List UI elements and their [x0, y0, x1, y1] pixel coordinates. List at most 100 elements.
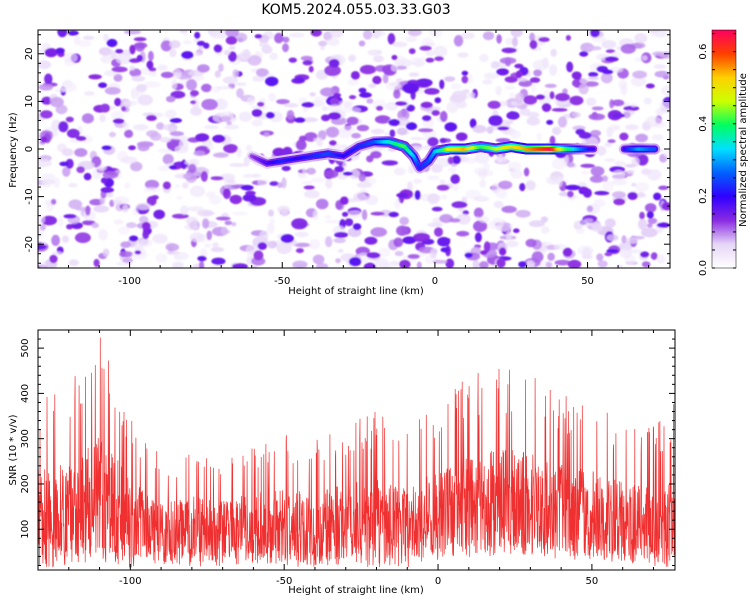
noise-blob — [606, 126, 613, 138]
noise-blob — [129, 65, 136, 71]
noise-blob — [329, 97, 340, 106]
noise-blob — [408, 72, 420, 77]
noise-blob — [309, 92, 316, 97]
noise-blob — [207, 143, 214, 151]
noise-blob — [663, 149, 670, 158]
noise-blob — [103, 33, 109, 42]
noise-blob — [644, 203, 657, 213]
noise-blob — [228, 45, 236, 51]
noise-blob — [206, 230, 213, 241]
noise-blob — [308, 239, 321, 250]
noise-blob — [325, 178, 333, 189]
noise-blob — [252, 75, 265, 82]
noise-blob — [604, 158, 616, 162]
noise-blob — [44, 73, 53, 85]
noise-blob — [614, 125, 621, 130]
noise-blob — [61, 148, 74, 157]
noise-blob — [580, 163, 595, 168]
noise-blob — [478, 169, 488, 179]
noise-blob — [578, 132, 592, 139]
noise-blob — [148, 50, 154, 62]
tick-label: 500 — [20, 339, 31, 358]
noise-blob — [396, 127, 408, 136]
noise-blob — [157, 64, 168, 71]
noise-blob — [529, 40, 538, 50]
noise-blob — [356, 124, 370, 132]
noise-blob — [528, 220, 546, 228]
noise-blob — [579, 78, 589, 84]
noise-blob — [370, 211, 385, 216]
noise-blob — [602, 175, 608, 182]
noise-blob — [225, 36, 238, 45]
noise-blob — [211, 257, 226, 265]
noise-blob — [546, 119, 554, 125]
noise-blob — [456, 230, 470, 237]
noise-blob — [434, 97, 442, 104]
noise-blob — [492, 217, 504, 229]
noise-blob — [650, 252, 658, 260]
noise-blob — [229, 194, 242, 205]
noise-blob — [631, 182, 637, 187]
noise-blob — [358, 40, 366, 47]
tick-label: 300 — [20, 429, 31, 448]
noise-blob — [628, 249, 643, 254]
noise-blob — [218, 63, 224, 72]
noise-blob — [210, 247, 225, 253]
noise-blob — [188, 163, 197, 174]
noise-blob — [436, 184, 450, 191]
noise-blob — [68, 199, 83, 210]
noise-blob — [83, 172, 92, 181]
noise-blob — [366, 252, 381, 259]
noise-blob — [661, 202, 670, 211]
noise-blob — [630, 76, 647, 87]
noise-blob — [526, 116, 540, 126]
noise-blob — [38, 244, 47, 250]
noise-blob — [55, 104, 68, 115]
noise-blob — [242, 193, 257, 202]
noise-blob — [445, 258, 455, 268]
noise-blob — [601, 40, 617, 49]
noise-blob — [389, 129, 396, 138]
noise-blob — [432, 259, 448, 264]
noise-blob — [203, 125, 219, 130]
noise-blob — [265, 76, 279, 87]
noise-blob — [469, 92, 476, 99]
noise-blob — [604, 142, 612, 148]
noise-blob — [329, 140, 337, 146]
noise-blob — [180, 205, 189, 216]
noise-blob — [419, 45, 432, 51]
noise-blob — [604, 252, 613, 257]
noise-blob — [205, 191, 216, 198]
noise-blob — [98, 82, 108, 88]
noise-blob — [653, 192, 662, 201]
noise-blob — [408, 48, 416, 55]
noise-blob — [236, 88, 244, 99]
noise-blob — [212, 134, 226, 143]
noise-blob — [505, 85, 516, 90]
noise-blob — [600, 72, 613, 84]
noise-blob — [407, 254, 420, 259]
noise-blob — [253, 250, 264, 261]
noise-blob — [433, 45, 448, 57]
noise-blob — [589, 175, 604, 183]
noise-blob — [49, 97, 64, 108]
noise-blob — [38, 159, 52, 168]
noise-blob — [449, 218, 461, 223]
noise-blob — [257, 242, 267, 250]
noise-blob — [501, 205, 517, 213]
noise-blob — [490, 61, 500, 69]
noise-blob — [402, 83, 420, 94]
noise-blob — [68, 182, 78, 188]
noise-blob — [194, 31, 201, 39]
noise-blob — [469, 118, 477, 129]
noise-blob — [399, 216, 410, 226]
noise-blob — [188, 221, 197, 229]
noise-blob — [119, 251, 134, 258]
noise-blob — [137, 94, 153, 106]
noise-blob — [482, 79, 493, 85]
noise-blob — [179, 30, 188, 34]
noise-blob — [529, 77, 541, 83]
noise-blob — [367, 50, 379, 57]
noise-blob — [162, 124, 178, 131]
noise-blob — [50, 198, 57, 205]
